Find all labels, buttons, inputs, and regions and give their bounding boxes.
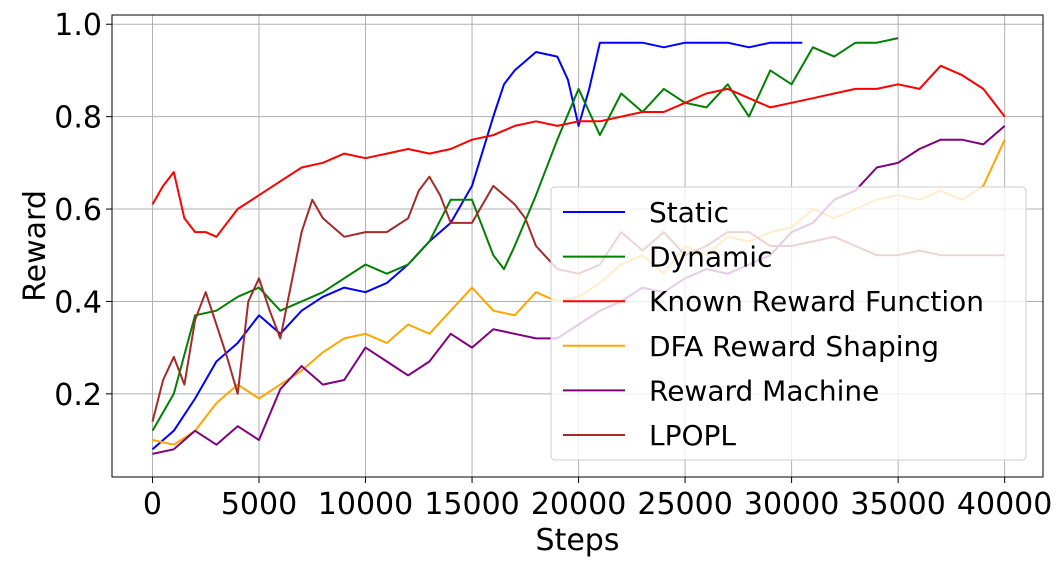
y-tick-label: 0.2 — [54, 378, 102, 413]
y-tick-label: 0.4 — [54, 285, 102, 320]
y-tick-label: 1.0 — [54, 8, 102, 43]
legend-box — [550, 186, 1027, 461]
legend-label: Dynamic — [649, 241, 772, 274]
series-line-2 — [151, 64, 1006, 238]
y-axis-title: Reward — [18, 190, 53, 302]
legend-label: DFA Reward Shaping — [649, 330, 939, 363]
x-tick-label: 20000 — [531, 487, 626, 522]
series-line-0 — [151, 41, 803, 451]
plot-frame — [111, 14, 1044, 478]
legend-label: Static — [649, 196, 729, 229]
legend-label: Known Reward Function — [649, 285, 984, 318]
legend: Static Dynamic Known Reward Function DFA Re… — [550, 186, 1027, 461]
x-axis-title: Steps — [536, 523, 620, 558]
y-tick-label: 0.6 — [54, 193, 102, 228]
x-tick-label: 35000 — [850, 487, 945, 522]
y-tick-label: 0.8 — [54, 101, 102, 136]
x-tick-label: 0 — [143, 487, 162, 522]
y-tick-labels: 0.2 0.4 0.6 0.8 1.0 — [54, 8, 102, 413]
x-tick-label: 30000 — [744, 487, 839, 522]
x-tick-label: 15000 — [424, 487, 519, 522]
x-tick-label: 5000 — [221, 487, 297, 522]
x-tick-label: 25000 — [637, 487, 732, 522]
legend-label: LPOPL — [649, 419, 736, 452]
series-line-1 — [151, 37, 899, 432]
x-tick-label: 40000 — [957, 487, 1052, 522]
x-tick-label: 10000 — [318, 487, 413, 522]
tick-marks — [106, 23, 1006, 483]
x-tick-labels: 0 5000 10000 15000 20000 25000 30000 35000 40000 — [143, 487, 1052, 522]
legend-label: Reward Machine — [649, 374, 879, 407]
